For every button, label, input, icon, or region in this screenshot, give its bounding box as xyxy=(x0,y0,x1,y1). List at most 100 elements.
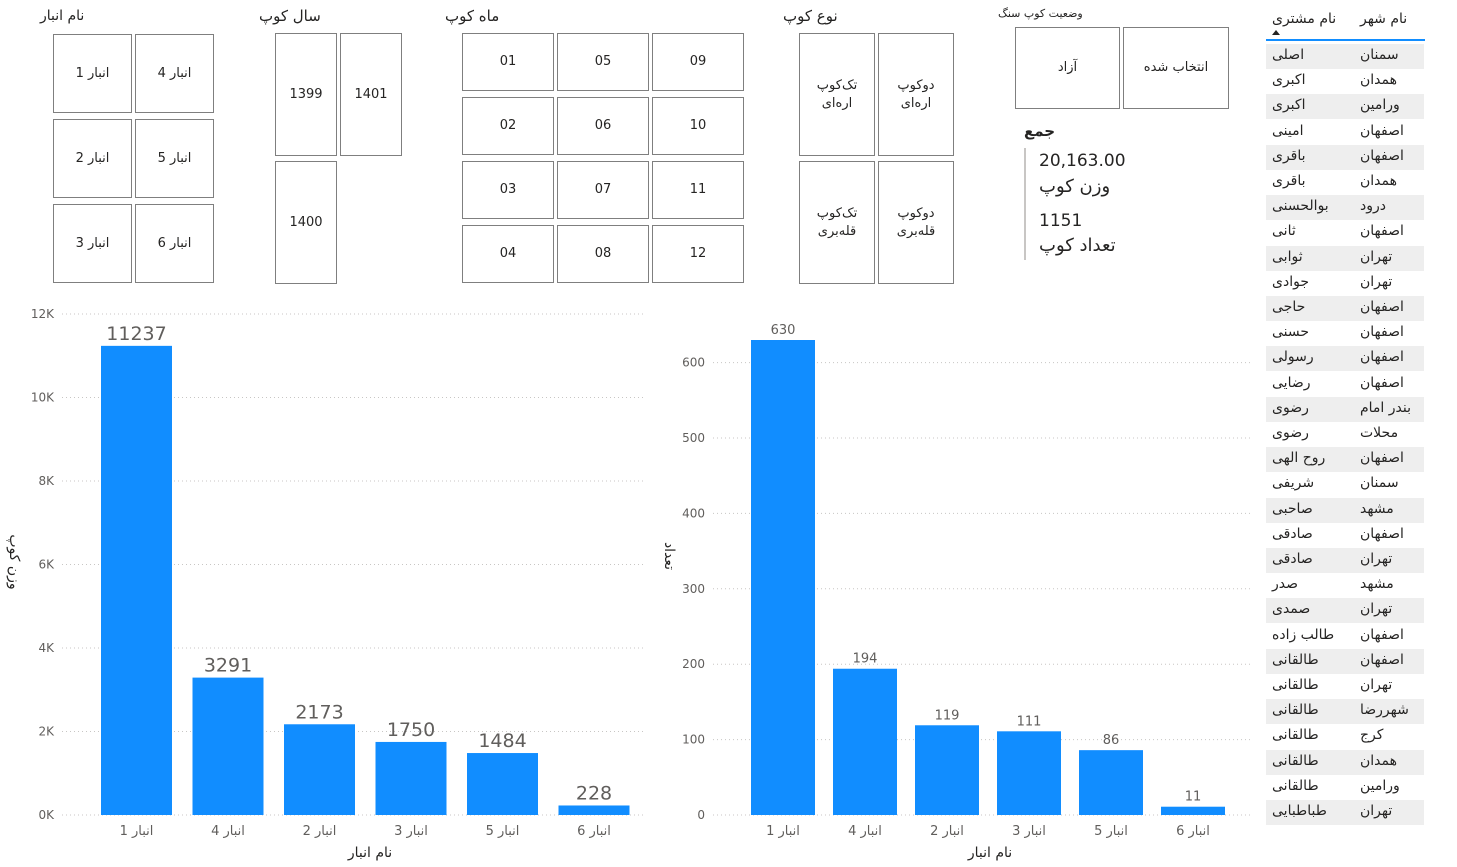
year-option[interactable]: 1399 xyxy=(275,33,337,156)
table-row[interactable]: رضایی اصفهان xyxy=(1266,371,1424,397)
month-option[interactable]: 10 xyxy=(652,97,744,155)
city-cell: تهران xyxy=(1360,551,1393,567)
type-option[interactable]: دوکوپ اره‌ای xyxy=(878,33,954,156)
table-row[interactable]: شریفی سمنان xyxy=(1266,472,1424,498)
table-row[interactable]: صدر مشهد xyxy=(1266,573,1424,599)
warehouse-option[interactable]: انبار 4 xyxy=(135,34,214,113)
warehouse-option[interactable]: انبار 2 xyxy=(53,119,132,198)
customer-cell: ثوابی xyxy=(1272,248,1303,265)
table-row[interactable]: رضوی بندر امام xyxy=(1266,396,1424,422)
customer-cell: اکبری xyxy=(1272,97,1306,114)
month-option[interactable]: 07 xyxy=(557,161,649,219)
table-header-customer[interactable]: نام مشتری xyxy=(1272,11,1337,27)
city-cell: تهران xyxy=(1360,248,1393,265)
table-row[interactable]: امینی اصفهان xyxy=(1266,119,1424,145)
warehouse-option[interactable]: انبار 6 xyxy=(135,204,214,283)
month-option[interactable]: 06 xyxy=(557,97,649,155)
month-option[interactable]: 05 xyxy=(557,33,649,91)
bar xyxy=(751,340,815,815)
bar xyxy=(558,805,630,815)
y-tick-label: 600 xyxy=(682,356,705,370)
table-row[interactable]: طالقانی کرج xyxy=(1266,724,1424,750)
card-accent-bar xyxy=(1024,148,1026,260)
table-row[interactable]: صادقی تهران xyxy=(1266,548,1424,573)
month-option[interactable]: 12 xyxy=(652,225,744,283)
month-option[interactable]: 11 xyxy=(652,161,744,219)
table-header-city[interactable]: نام شهر xyxy=(1360,11,1408,27)
year-option[interactable]: 1400 xyxy=(275,161,337,284)
month-option[interactable]: 09 xyxy=(652,33,744,91)
city-cell: ورامین xyxy=(1360,777,1400,794)
table-row[interactable]: ثوابی تهران xyxy=(1266,245,1424,271)
bar xyxy=(1079,750,1143,815)
customer-cell: شریفی xyxy=(1272,475,1315,492)
warehouse-slicer-title: نام انبار xyxy=(40,8,85,24)
city-cell: اصفهان xyxy=(1360,626,1404,643)
y-tick-label: 12K xyxy=(31,307,55,321)
category-label: انبار 5 xyxy=(1094,824,1128,839)
table-row[interactable]: طالقانی شهررضا xyxy=(1266,699,1424,725)
table-row[interactable]: طالب زاده اصفهان xyxy=(1266,623,1424,649)
table-row[interactable]: صمدی تهران xyxy=(1266,598,1424,624)
customer-cell: رضوی xyxy=(1272,425,1309,441)
year-option[interactable]: 1401 xyxy=(340,33,402,156)
data-label: 2173 xyxy=(295,701,343,723)
table-row[interactable]: جوادی تهران xyxy=(1266,270,1424,296)
y-tick-label: 100 xyxy=(682,733,705,747)
table-row[interactable]: طالقانی همدان xyxy=(1266,749,1424,775)
count-bar-chart: 0 100 200 300 400 500 600 630 انبار 1 194 انبار 4 1… xyxy=(661,323,1250,861)
data-label: 86 xyxy=(1103,733,1120,748)
data-label: 3291 xyxy=(204,655,252,677)
status-option-selected[interactable]: انتخاب شده xyxy=(1123,27,1229,109)
month-option[interactable]: 01 xyxy=(462,33,554,91)
customer-cell: حاجی xyxy=(1272,299,1306,315)
type-option[interactable]: تک‌کوپ قله‌بری xyxy=(799,161,875,284)
type-option[interactable]: تک‌کوپ اره‌ای xyxy=(799,33,875,156)
category-label: انبار 4 xyxy=(848,824,882,839)
city-cell: سمنان xyxy=(1360,47,1399,63)
table-row[interactable]: باقری همدان xyxy=(1266,170,1424,195)
table-header-underline xyxy=(1266,39,1425,41)
month-option[interactable]: 03 xyxy=(462,161,554,219)
city-cell: تهران xyxy=(1360,803,1393,819)
table-row[interactable]: اکبری همدان xyxy=(1266,69,1424,95)
sort-ascending-icon[interactable] xyxy=(1272,30,1280,35)
warehouse-option[interactable]: انبار 1 xyxy=(53,34,132,113)
customer-cell: روح الهی xyxy=(1272,450,1326,467)
table-row[interactable]: صاحبی مشهد xyxy=(1266,497,1424,523)
table-row[interactable]: حاجی اصفهان xyxy=(1266,296,1424,321)
warehouse-option[interactable]: انبار 3 xyxy=(53,204,132,283)
month-option[interactable]: 02 xyxy=(462,97,554,155)
table-row[interactable]: ثانی اصفهان xyxy=(1266,220,1424,246)
table-row[interactable]: روح الهی اصفهان xyxy=(1266,447,1424,473)
table-row[interactable]: طالقانی تهران xyxy=(1266,674,1424,699)
table-row[interactable]: اکبری ورامین xyxy=(1266,94,1424,120)
table-row[interactable]: حسنی اصفهان xyxy=(1266,321,1424,347)
data-label: 1484 xyxy=(478,730,526,752)
warehouse-option[interactable]: انبار 5 xyxy=(135,119,214,198)
x-axis-title: نام انبار xyxy=(967,845,1012,861)
table-row[interactable]: رسولی اصفهان xyxy=(1266,346,1424,372)
status-slicer-title: وضعیت کوپ سنگ xyxy=(998,7,1083,20)
customer-cell: صادقی xyxy=(1272,525,1313,542)
bar xyxy=(375,741,447,815)
table-row[interactable]: رضوی محلات xyxy=(1266,422,1424,447)
table-row[interactable]: باقری اصفهان xyxy=(1266,144,1424,170)
data-label: 119 xyxy=(935,708,960,723)
table-row[interactable]: بوالحسنی درود xyxy=(1266,195,1424,221)
category-label: انبار 2 xyxy=(303,824,337,839)
table-row[interactable]: اصلی سمنان xyxy=(1266,44,1424,69)
bar xyxy=(915,725,979,815)
month-option[interactable]: 04 xyxy=(462,225,554,283)
table-row[interactable]: طالقانی اصفهان xyxy=(1266,648,1424,674)
bar xyxy=(284,724,355,815)
table-row[interactable]: طباطبایی تهران xyxy=(1266,800,1424,825)
year-slicer-title: سال کوپ xyxy=(259,7,321,25)
data-label: 11237 xyxy=(106,323,166,345)
table-row[interactable]: صادقی اصفهان xyxy=(1266,522,1424,548)
data-label: 630 xyxy=(771,323,796,338)
table-row[interactable]: طالقانی ورامین xyxy=(1266,774,1424,800)
type-option[interactable]: دوکوپ قله‌بری xyxy=(878,161,954,284)
month-option[interactable]: 08 xyxy=(557,225,649,283)
status-option-free[interactable]: آزاد xyxy=(1015,27,1120,109)
